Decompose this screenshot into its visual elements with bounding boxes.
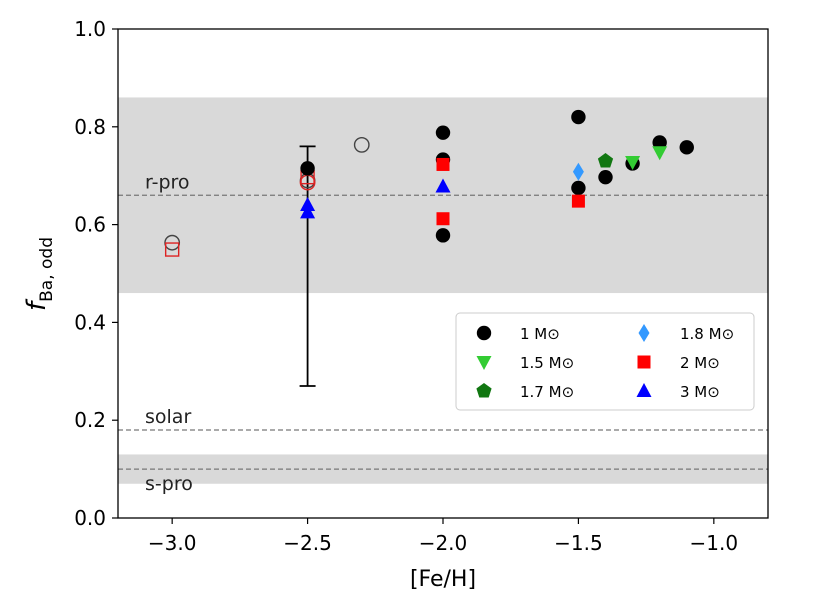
y-tick-label: 1.0	[74, 17, 106, 41]
x-tick-label: −2.0	[419, 531, 468, 555]
data-point-triangle-up	[435, 178, 451, 193]
data-point-circle	[598, 169, 613, 185]
legend-label: 1.7 M⊙	[520, 383, 574, 401]
data-point-circle	[652, 135, 667, 150]
r-pro-label: r-pro	[145, 171, 190, 193]
legend-label: 1.5 M⊙	[520, 354, 574, 372]
data-point-triangle-up	[300, 197, 316, 211]
y-tick-label: 0.6	[74, 213, 106, 237]
data-point-circle	[571, 109, 586, 125]
data-point-triangle-up	[300, 204, 316, 219]
y-axis-label-sub: Ba, odd	[37, 237, 57, 302]
legend: 1 M⊙ 1.5 M⊙ 1.7 M⊙ 1.8 M⊙ 2 M⊙ 3 M⊙	[455, 312, 755, 411]
x-tick-label: −3.0	[148, 531, 197, 555]
legend-label: 1.8 M⊙	[680, 325, 734, 343]
data-point-triangle-down	[652, 146, 668, 161]
data-point-circle	[679, 140, 694, 155]
legend-label: 1 M⊙	[520, 325, 560, 343]
data-point-triangle-down	[625, 156, 641, 170]
observation-point	[164, 242, 180, 257]
s-pro-label: s-pro	[145, 473, 193, 495]
observation-point	[353, 136, 370, 153]
data-point-circle	[300, 161, 315, 176]
x-ticks: −3.0 −2.5 −2.0 −1.5 −1.0	[148, 518, 738, 555]
y-tick-label: 0.4	[74, 310, 106, 334]
data-point-diamond	[572, 162, 584, 181]
legend-marker	[636, 383, 652, 397]
x-tick-label: −1.0	[690, 531, 739, 555]
x-axis-label: [Fe/H]	[410, 567, 476, 592]
x-tick-label: −2.5	[283, 531, 332, 555]
legend-marker	[476, 356, 492, 370]
y-tick-label: 0.8	[74, 115, 106, 139]
reference-lines-layer: r-pro solar s-pro	[118, 171, 768, 495]
data-point-circle	[435, 228, 451, 243]
x-tick-label: −1.5	[554, 531, 603, 555]
legend-marker	[638, 324, 650, 342]
legend-label: 2 M⊙	[680, 354, 720, 372]
data-point-pentagon	[597, 153, 614, 168]
legend-marker	[637, 355, 651, 369]
y-tick-label: 0.0	[74, 506, 106, 530]
data-point-square	[436, 212, 450, 226]
data-point-circle	[435, 125, 451, 140]
legend-box	[455, 312, 755, 411]
solar-label: solar	[145, 406, 191, 428]
legend-marker	[476, 325, 492, 341]
y-ticks: 0.0 0.2 0.4 0.6 0.8 1.0	[74, 17, 118, 530]
legend-marker	[476, 383, 492, 398]
data-point-circle	[571, 180, 586, 196]
data-point-square	[436, 157, 450, 171]
y-tick-label: 0.2	[74, 408, 106, 432]
errorbar-layer	[299, 145, 316, 387]
legend-label: 3 M⊙	[680, 383, 720, 401]
y-axis-label: fBa, odd	[22, 237, 57, 311]
data-point-square	[571, 194, 585, 208]
points-layer	[300, 109, 694, 243]
